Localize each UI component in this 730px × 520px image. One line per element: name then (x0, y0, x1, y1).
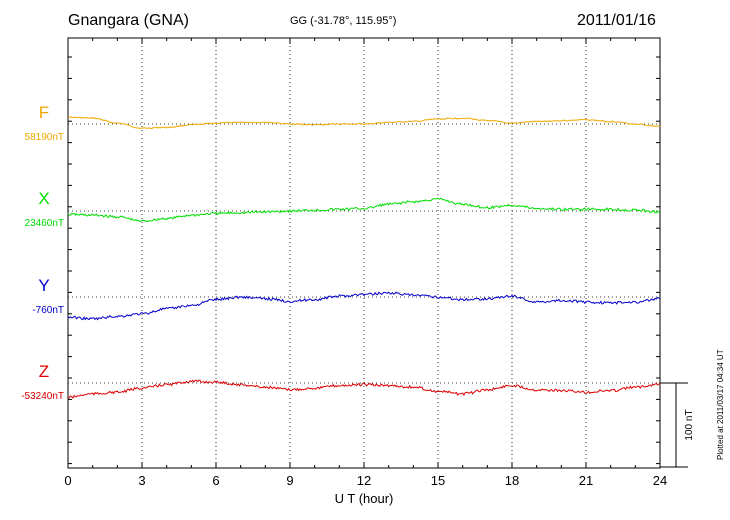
plotted-timestamp: Plotted at 2011/03/17 04:34 UT (716, 349, 725, 460)
series-line-f (67, 116, 661, 130)
x-tick-label: 21 (579, 473, 593, 488)
x-tick-label: 24 (653, 473, 667, 488)
record-date: 2011/01/16 (577, 12, 656, 29)
x-tick-label: 9 (286, 473, 293, 488)
station-coordinates: GG (-31.78°, 115.95°) (290, 15, 397, 27)
series-baseline-f: 58190nT (25, 132, 64, 143)
x-axis-label: U T (hour) (335, 491, 394, 506)
series-name-z: Z (39, 362, 49, 381)
series-name-x: X (38, 189, 49, 208)
series-baseline-x: 23460nT (25, 218, 64, 229)
station-title: Gnangara (GNA) (68, 12, 189, 29)
series-line-y (67, 291, 661, 321)
series-name-f: F (39, 103, 49, 122)
series-line-z (67, 379, 661, 399)
scale-bar-label: 100 nT (684, 409, 695, 440)
series-line-x (67, 197, 661, 223)
series-baseline-y: -760nT (32, 305, 64, 316)
x-tick-label: 6 (212, 473, 219, 488)
x-tick-label: 12 (357, 473, 371, 488)
series-baseline-z: -53240nT (21, 391, 64, 402)
x-tick-label: 15 (431, 473, 445, 488)
x-tick-label: 3 (138, 473, 145, 488)
x-tick-label: 0 (64, 473, 71, 488)
x-tick-label: 18 (505, 473, 519, 488)
series-name-y: Y (38, 276, 49, 295)
